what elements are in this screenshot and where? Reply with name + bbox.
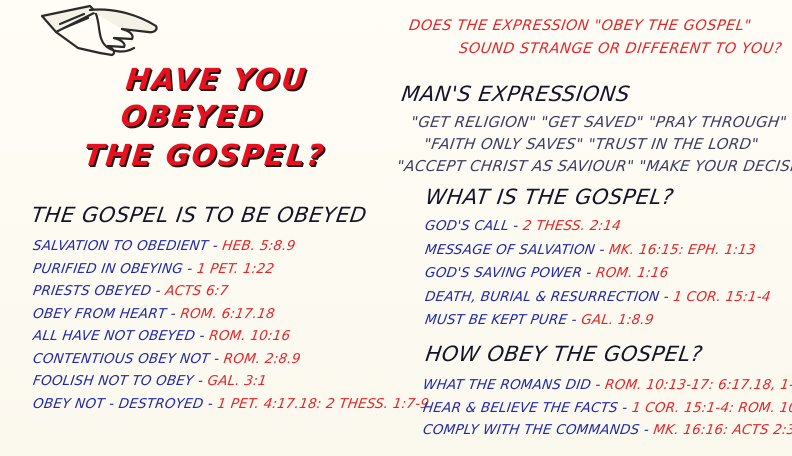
list-item: OBEY NOT - DESTROYED - 1 PET. 4:17.18: 2… — [32, 396, 430, 412]
scripture-reference: 1 COR. 15:1-4 — [672, 288, 772, 305]
scripture-reference: MK. 16:16: ACTS 2:38 — [652, 422, 792, 438]
scripture-reference: ROM. 6:17.18 — [179, 305, 276, 322]
scripture-reference: 1 PET. 4:17.18: 2 THESS. 1:7-9 — [216, 395, 431, 412]
list-item: FOOLISH NOT TO OBEY - GAL. 3:1 — [32, 373, 268, 389]
item-text: HEAR & BELIEVE THE FACTS - — [422, 399, 634, 416]
scripture-reference: 1 COR. 15:1-4: ROM. 10:9 — [630, 399, 792, 416]
item-text: CONTENTIOUS OBEY NOT - — [32, 350, 225, 367]
title-line-2: OBEYED — [119, 99, 267, 133]
scripture-reference: GAL. 3:1 — [206, 373, 268, 389]
item-text: MESSAGE OF SALVATION - — [424, 241, 611, 258]
item-text: PURIFIED IN OBEYING - — [32, 260, 199, 277]
list-item: WHAT THE ROMANS DID - ROM. 10:13-17: 6:1… — [422, 377, 792, 393]
list-item: CONTENTIOUS OBEY NOT - ROM. 2:8.9 — [32, 351, 302, 367]
list-item: COMPLY WITH THE COMMANDS - MK. 16:16: AC… — [422, 422, 792, 438]
expression-line: "ACCEPT CHRIST AS SAVIOUR" "MAKE YOUR DE… — [396, 157, 792, 175]
scripture-reference: 1 PET. 1:22 — [195, 260, 276, 277]
list-item: OBEY FROM HEART - ROM. 6:17.18 — [32, 306, 276, 322]
scripture-reference: 2 THESS. 2:14 — [521, 218, 623, 234]
list-item: PURIFIED IN OBEYING - 1 PET. 1:22 — [32, 261, 275, 277]
list-item: MUST BE KEPT PURE - GAL. 1:8.9 — [424, 312, 655, 328]
scripture-reference: ROM. 1:16 — [594, 265, 670, 281]
item-text: GOD'S SAVING POWER - — [424, 265, 598, 281]
scripture-reference: ROM. 2:8.9 — [222, 350, 302, 367]
expression-line: "GET RELIGION" "GET SAVED" "PRAY THROUGH… — [410, 113, 789, 131]
mans-expressions-heading: MAN'S EXPRESSIONS — [400, 82, 632, 106]
scripture-reference: ROM. 10:16 — [208, 328, 292, 344]
what-is-heading: WHAT IS THE GOSPEL? — [424, 185, 676, 209]
scripture-reference: HEB. 5:8.9 — [221, 238, 297, 254]
list-item: PRIESTS OBEYED - ACTS 6:7 — [32, 283, 230, 299]
list-item: ALL HAVE NOT OBEYED - ROM. 10:16 — [32, 328, 291, 344]
to-be-obeyed-heading: THE GOSPEL IS TO BE OBEYED — [30, 203, 369, 227]
item-text: DEATH, BURIAL & RESURRECTION - — [424, 288, 675, 305]
scripture-reference: ROM. 10:13-17: 6:17.18, 1-5 — [603, 377, 792, 393]
item-text: OBEY NOT - DESTROYED - — [32, 395, 219, 412]
item-text: OBEY FROM HEART - — [32, 305, 182, 322]
list-item: GOD'S CALL - 2 THESS. 2:14 — [424, 218, 622, 234]
list-item: HEAR & BELIEVE THE FACTS - 1 COR. 15:1-4… — [422, 400, 792, 416]
list-item: DEATH, BURIAL & RESURRECTION - 1 COR. 15… — [424, 289, 772, 305]
title-line-3: THE GOSPEL? — [82, 138, 328, 172]
question-line-2: SOUND STRANGE OR DIFFERENT TO YOU? — [458, 41, 784, 57]
item-text: GOD'S CALL - — [424, 218, 525, 234]
how-obey-heading: HOW OBEY THE GOSPEL? — [424, 342, 705, 366]
item-text: FOOLISH NOT TO OBEY - — [32, 373, 209, 389]
list-item: GOD'S SAVING POWER - ROM. 1:16 — [424, 265, 670, 281]
list-item: SALVATION TO OBEDIENT - HEB. 5:8.9 — [32, 238, 297, 254]
item-text: PRIESTS OBEYED - — [32, 283, 167, 299]
scripture-reference: ACTS 6:7 — [164, 283, 230, 299]
item-text: ALL HAVE NOT OBEYED - — [32, 328, 211, 344]
item-text: COMPLY WITH THE COMMANDS - — [422, 422, 655, 438]
expression-line: "FAITH ONLY SAVES" "TRUST IN THE LORD" — [423, 135, 760, 153]
list-item: MESSAGE OF SALVATION - MK. 16:15: EPH. 1… — [424, 242, 757, 258]
question-line-1: DOES THE EXPRESSION "OBEY THE GOSPEL" — [408, 18, 753, 34]
pointing-hand-icon — [40, 4, 158, 57]
title-line-1: HAVE YOU — [124, 62, 310, 96]
item-text: SALVATION TO OBEDIENT - — [32, 238, 224, 254]
scripture-reference: MK. 16:15: EPH. 1:13 — [607, 241, 757, 258]
item-text: WHAT THE ROMANS DID - — [422, 377, 607, 393]
item-text: MUST BE KEPT PURE - — [424, 312, 583, 328]
scripture-reference: GAL. 1:8.9 — [580, 312, 655, 328]
